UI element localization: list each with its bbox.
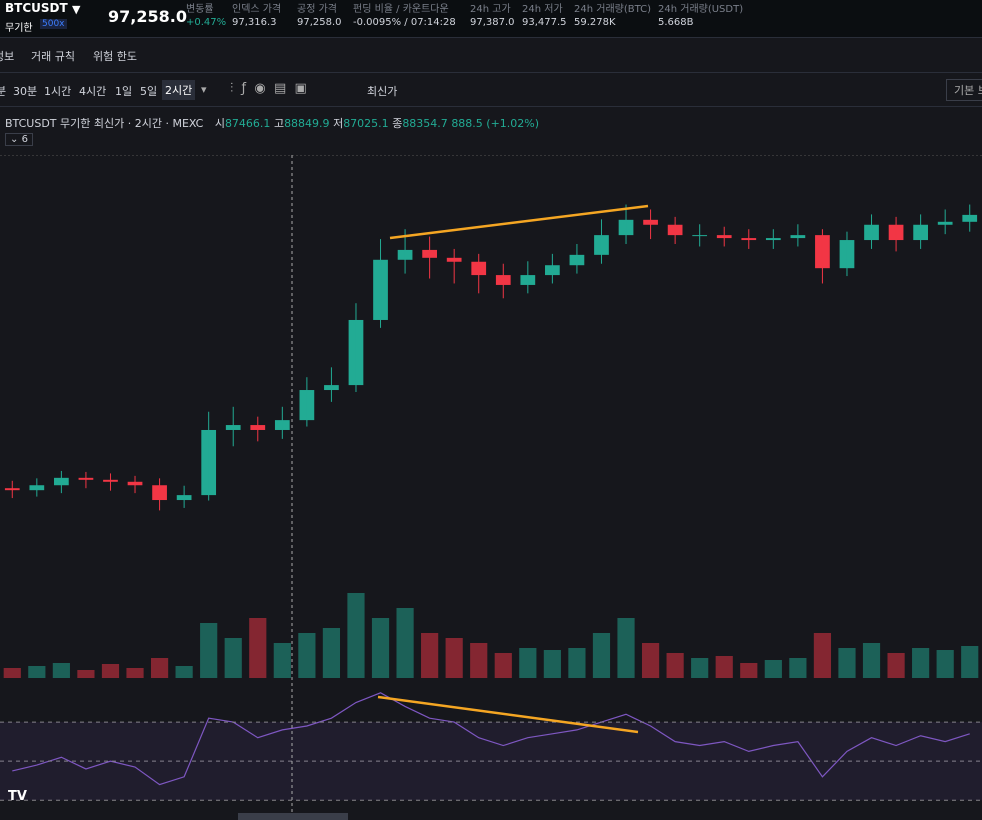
volume-bar	[813, 633, 832, 678]
volume-bar	[740, 663, 758, 678]
stat-label: 24h 저가	[522, 4, 563, 15]
contract: 무기한	[5, 23, 33, 34]
stat-label: 공정 가격	[297, 4, 337, 15]
volume-bar	[912, 648, 930, 678]
volume-bar	[764, 660, 782, 678]
symbol[interactable]: BTCUSDT	[5, 1, 68, 15]
scrollbar[interactable]	[238, 813, 348, 820]
tab[interactable]: 정보	[0, 50, 15, 63]
stat-value: 93,477.5	[522, 17, 567, 28]
tabs: 정보 거래 규칙 위험 한도	[0, 38, 982, 73]
volume-bar	[494, 653, 512, 678]
dropdown[interactable]: ▼	[72, 3, 81, 16]
volume-bar	[249, 618, 267, 678]
volume-bar	[470, 643, 488, 678]
legend: BTCUSDT 무기한 최신가 · 2시간 · MEXC 시87466.1 고8…	[5, 115, 539, 131]
stat-label: 24h 거래량(BTC)	[574, 4, 652, 15]
stat-label: 24h 거래량(USDT)	[658, 4, 744, 15]
legend-label: 시	[214, 117, 225, 130]
volume-bar	[175, 666, 193, 678]
rsi-line	[12, 692, 970, 786]
stat-label: 펀딩 비율 / 카운트다운	[353, 4, 449, 15]
logo: TV	[8, 789, 27, 804]
price-type[interactable]: 최신가	[367, 85, 398, 98]
volume-bar	[592, 633, 611, 678]
tab[interactable]: 거래 규칙	[31, 50, 75, 63]
button[interactable]: 기본 보	[946, 79, 982, 101]
rsi-band	[0, 722, 982, 801]
stat-value: 97,316.3	[232, 17, 277, 28]
legend-value: 88849.9	[284, 117, 330, 130]
interval[interactable]: 4시간	[79, 85, 107, 98]
volume-bar	[519, 648, 537, 678]
volume-bar	[101, 664, 120, 678]
toolbar: 분 30분 1시간 4시간 1일 5일 2시간 ▾ ⫶ ƒ ◉ ▤ ▣ 최신가 …	[0, 73, 982, 107]
legend-label: 고	[273, 117, 285, 130]
interval[interactable]: 1시간	[44, 85, 72, 98]
volume-bar	[421, 633, 439, 678]
volume-bar	[224, 638, 242, 678]
volume-bar	[715, 656, 733, 678]
volume-bar	[691, 658, 709, 678]
volume-bar	[371, 618, 390, 678]
volume-bar	[322, 628, 341, 678]
price: 97,258.0	[108, 7, 187, 26]
stat-label: 24h 고가	[470, 4, 511, 15]
stat-label: 변동률	[186, 4, 214, 15]
volume-bar	[77, 670, 95, 678]
volume-bar	[200, 623, 218, 678]
indicator-toggle[interactable]: ⌄ 6	[5, 133, 33, 146]
volume-bar	[666, 653, 684, 678]
tool-icons[interactable]: ⫶ ƒ ◉ ▤ ▣	[230, 81, 307, 96]
trend-line	[389, 204, 649, 240]
stat-value: -0.0095% / 07:14:28	[353, 17, 456, 28]
stat-value: 5.668B	[658, 17, 694, 28]
volume-bar	[936, 650, 954, 678]
interval-active[interactable]: 2시간	[162, 80, 196, 100]
volume-bar	[568, 648, 586, 678]
interval[interactable]: 5일	[140, 85, 158, 98]
header: BTCUSDT ▼ 무기한 500x 97,258.0 변동률 +0.47% 인덱스…	[0, 0, 982, 38]
chart: TV	[0, 155, 982, 820]
leverage: 500x	[40, 19, 67, 29]
volume-bar	[887, 653, 905, 678]
volume-bar	[347, 593, 365, 678]
legend-label: 종	[392, 117, 403, 130]
trend-line	[377, 695, 639, 734]
volume-bar	[273, 643, 291, 678]
volume-bar	[641, 643, 660, 678]
volume-bar	[617, 618, 635, 678]
stat-value: 59.278K	[574, 17, 616, 28]
interval[interactable]: 30분	[13, 85, 38, 98]
stat-value: 97,258.0	[297, 17, 342, 28]
volume-bar	[445, 638, 463, 678]
volume-bar	[396, 608, 414, 678]
volume-bar	[789, 658, 807, 678]
volume-bar	[838, 648, 856, 678]
legend-value: 87025.1	[343, 117, 389, 130]
legend-change: 888.5 (+1.02%)	[451, 117, 540, 130]
legend-title: BTCUSDT 무기한 최신가 · 2시간 · MEXC	[5, 117, 204, 130]
volume-bar	[862, 643, 881, 678]
legend-value: 88354.7	[402, 117, 448, 130]
interval[interactable]: 분	[0, 85, 7, 98]
volume-bar	[150, 658, 169, 678]
volume-bar	[543, 650, 561, 678]
volume-bar	[298, 633, 316, 678]
stat-value: +0.47%	[186, 17, 227, 28]
volume-bar	[3, 668, 21, 678]
indicator-count: 6	[21, 134, 28, 145]
legend-value: 87466.1	[224, 117, 271, 130]
volume-bar	[126, 668, 144, 678]
stat-value: 97,387.0	[470, 17, 515, 28]
volume-bar	[961, 646, 979, 678]
volume-bar	[52, 663, 70, 678]
stat-label: 인덱스 가격	[232, 4, 282, 15]
interval[interactable]: 1일	[115, 85, 133, 98]
volume-bar	[28, 666, 46, 678]
dropdown[interactable]: ▾	[201, 83, 207, 96]
legend-label: 저	[333, 117, 344, 130]
tab[interactable]: 위험 한도	[93, 50, 137, 63]
